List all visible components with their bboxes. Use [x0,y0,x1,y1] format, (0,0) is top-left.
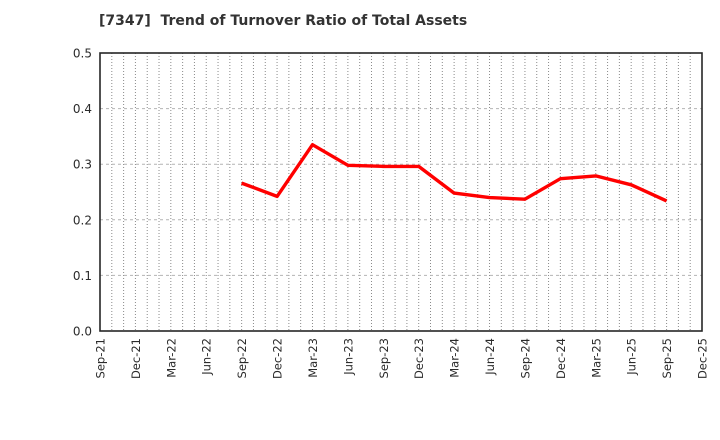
x-tick-label: Jun-22 [200,338,214,376]
x-tick-label: Dec-25 [696,338,710,379]
x-tick-label: Sep-24 [518,338,532,378]
chart-title: [7347] Trend of Turnover Ratio of Total … [99,13,468,29]
x-tick-label: Sep-23 [377,338,391,378]
turnover-ratio-line [241,142,668,203]
x-tick-label: Dec-21 [129,338,143,379]
x-tick-label: Mar-24 [448,338,462,378]
x-tick-label: Sep-22 [235,338,249,378]
x-tick-label: Dec-22 [271,338,285,379]
x-tick-label: Mar-23 [306,338,320,378]
x-tick-label: Dec-23 [412,338,426,379]
y-tick-label: 0.3 [73,158,92,172]
x-tick-label: Sep-25 [660,338,674,378]
y-tick-label: 0.5 [73,47,92,61]
x-tick-label: Jun-25 [625,338,639,376]
x-tick-label: Sep-21 [94,338,108,378]
x-tick-label: Dec-24 [554,338,568,379]
plot-border [99,52,703,332]
x-tick-label: Jun-24 [483,338,497,376]
x-tick-label: Jun-23 [341,338,355,376]
y-tick-label: 0.2 [73,213,92,227]
x-tick-label: Mar-25 [589,338,603,378]
x-tick-label: Mar-22 [164,338,178,378]
y-tick-label: 0.4 [73,102,92,116]
y-tick-label: 0.0 [73,325,92,339]
y-tick-label: 0.1 [73,269,92,283]
